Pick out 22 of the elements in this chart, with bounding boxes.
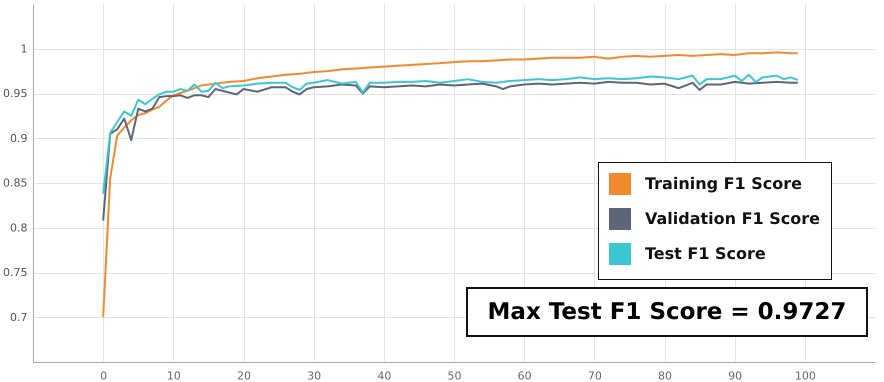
x-tick-label: 10 bbox=[166, 370, 181, 382]
legend-label: Training F1 Score bbox=[645, 174, 802, 193]
y-tick-label: 0.7 bbox=[10, 310, 28, 324]
legend-label: Test F1 Score bbox=[645, 244, 766, 263]
x-tick-label: 100 bbox=[794, 370, 816, 382]
y-tick-label: 0.85 bbox=[3, 176, 28, 190]
x-tick-label: 0 bbox=[100, 370, 108, 382]
y-tick-label: 0.9 bbox=[10, 132, 28, 145]
x-tick-label: 20 bbox=[237, 370, 251, 382]
x-tick-label: 60 bbox=[518, 370, 532, 382]
x-tick-label: 40 bbox=[377, 370, 392, 382]
x-tick-label: 90 bbox=[728, 370, 742, 382]
x-tick-label: 50 bbox=[448, 370, 462, 382]
x-tick-label: 30 bbox=[307, 370, 322, 382]
x-tick-label: 70 bbox=[588, 370, 602, 382]
y-tick-label: 0.95 bbox=[3, 87, 28, 100]
x-tick-label: 80 bbox=[658, 370, 672, 382]
annotation: Max Test F1 Score = 0.9727 bbox=[466, 287, 868, 337]
y-tick-label: 0.8 bbox=[10, 221, 28, 234]
y-tick-label: 0.75 bbox=[3, 266, 28, 279]
y-tick-label: 1 bbox=[20, 42, 28, 56]
legend-label: Validation F1 Score bbox=[645, 209, 820, 228]
